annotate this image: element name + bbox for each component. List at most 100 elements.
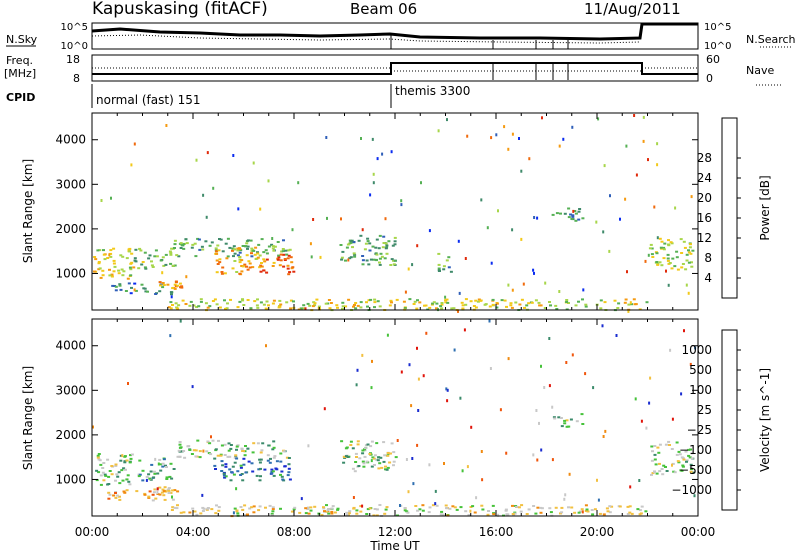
velocity-colorbar-tick-label: −25 bbox=[687, 423, 712, 437]
velocity-echo-cell bbox=[235, 509, 239, 512]
velocity-noise-cell bbox=[489, 367, 492, 370]
power-ytick-label: 1000 bbox=[55, 266, 86, 280]
power-echo-cell bbox=[660, 264, 664, 267]
velocity-echo-cell bbox=[658, 470, 662, 473]
velocity-echo-cell bbox=[119, 459, 123, 462]
power-echo-cell bbox=[408, 298, 412, 301]
velocity-noise-cell bbox=[156, 491, 159, 495]
power-echo-cell bbox=[549, 304, 552, 307]
velocity-echo-cell bbox=[268, 461, 272, 464]
velocity-echo-cell bbox=[352, 507, 356, 510]
velocity-echo-cell bbox=[173, 489, 177, 492]
power-echo-cell bbox=[130, 252, 134, 255]
velocity-noise-cell bbox=[469, 509, 472, 513]
power-echo-cell bbox=[130, 261, 134, 264]
power-echo-cell bbox=[683, 246, 687, 249]
velocity-ytick-label: 1000 bbox=[55, 472, 86, 486]
velocity-echo-cell bbox=[235, 448, 238, 451]
power-echo-cell bbox=[199, 300, 203, 303]
power-echo-cell bbox=[632, 298, 636, 301]
velocity-noise-cell bbox=[201, 493, 204, 497]
velocity-echo-cell bbox=[251, 451, 255, 454]
power-echo-cell bbox=[196, 237, 200, 240]
velocity-noise-cell bbox=[399, 504, 401, 507]
velocity-echo-cell bbox=[287, 463, 291, 466]
power-echo-cell bbox=[584, 305, 588, 308]
velocity-noise-cell bbox=[407, 490, 410, 494]
power-echo-cell bbox=[574, 212, 578, 215]
velocity-echo-cell bbox=[575, 420, 579, 423]
power-echo-cell bbox=[383, 257, 387, 260]
velocity-echo-cell bbox=[182, 450, 186, 452]
power-echo-cell bbox=[311, 305, 315, 308]
power-echo-cell bbox=[159, 284, 162, 287]
power-echo-cell bbox=[283, 258, 287, 260]
power-echo-cell bbox=[282, 265, 286, 268]
power-echo-cell bbox=[215, 250, 219, 253]
velocity-noise-cell bbox=[507, 357, 510, 361]
power-echo-cell bbox=[369, 258, 373, 261]
velocity-noise-cell bbox=[355, 383, 358, 387]
power-echo-cell bbox=[599, 307, 603, 310]
velocity-echo-cell bbox=[272, 440, 276, 443]
nsearch-tick-bottom: 10^0 bbox=[704, 41, 731, 52]
power-echo-cell bbox=[113, 285, 117, 287]
power-noise-cell bbox=[528, 157, 531, 161]
velocity-echo-cell bbox=[194, 449, 198, 452]
power-noise-cell bbox=[309, 242, 312, 246]
power-echo-cell bbox=[99, 276, 103, 279]
velocity-echo-cell bbox=[224, 465, 228, 468]
power-echo-cell bbox=[349, 240, 353, 243]
velocity-echo-cell bbox=[626, 505, 630, 508]
power-echo-cell bbox=[315, 298, 319, 301]
velocity-echo-cell bbox=[486, 513, 490, 516]
power-echo-cell bbox=[570, 218, 574, 220]
power-echo-cell bbox=[151, 266, 155, 268]
power-echo-cell bbox=[215, 271, 219, 274]
power-echo-cell bbox=[169, 291, 173, 294]
power-noise-cell bbox=[319, 255, 322, 259]
velocity-echo-cell bbox=[689, 466, 693, 469]
power-echo-cell bbox=[108, 268, 111, 271]
velocity-colorbar-tick-label: 1000 bbox=[681, 343, 712, 357]
velocity-echo-cell bbox=[325, 504, 328, 507]
power-echo-cell bbox=[289, 299, 293, 302]
velocity-echo-cell bbox=[610, 505, 614, 508]
nsky-tick-bottom: 10^0 bbox=[61, 41, 88, 52]
time-tick-label: 04:00 bbox=[176, 525, 211, 539]
power-noise-cell bbox=[444, 295, 447, 299]
power-echo-cell bbox=[573, 210, 577, 212]
power-echo-cell bbox=[567, 302, 570, 304]
velocity-echo-cell bbox=[190, 453, 194, 455]
power-noise-cell bbox=[371, 137, 374, 141]
power-noise-cell bbox=[212, 186, 215, 190]
velocity-noise-cell bbox=[693, 494, 696, 498]
power-echo-cell bbox=[133, 282, 137, 285]
velocity-echo-cell bbox=[567, 506, 570, 509]
power-noise-cell bbox=[407, 267, 410, 271]
power-noise-cell bbox=[133, 288, 136, 292]
power-echo-cell bbox=[248, 262, 252, 265]
velocity-echo-cell bbox=[229, 479, 233, 482]
velocity-echo-cell bbox=[211, 439, 215, 442]
nsky-strip bbox=[91, 22, 699, 50]
velocity-echo-cell bbox=[324, 510, 328, 513]
power-echo-cell bbox=[146, 290, 149, 293]
power-noise-cell bbox=[533, 216, 536, 219]
velocity-echo-cell bbox=[161, 462, 165, 465]
power-echo-cell bbox=[173, 239, 177, 242]
velocity-noise-cell bbox=[411, 457, 414, 460]
velocity-echo-cell bbox=[344, 447, 348, 450]
velocity-echo-cell bbox=[152, 491, 156, 494]
power-echo-cell bbox=[161, 282, 165, 284]
power-echo-cell bbox=[563, 212, 567, 215]
power-echo-cell bbox=[500, 299, 504, 302]
velocity-echo-cell bbox=[287, 467, 291, 470]
velocity-echo-cell bbox=[504, 509, 508, 512]
power-echo-cell bbox=[176, 307, 180, 310]
velocity-echo-cell bbox=[145, 475, 149, 478]
velocity-noise-cell bbox=[543, 386, 546, 389]
velocity-echo-cell bbox=[684, 450, 688, 453]
power-noise-cell bbox=[503, 125, 506, 129]
power-echo-cell bbox=[259, 270, 263, 273]
